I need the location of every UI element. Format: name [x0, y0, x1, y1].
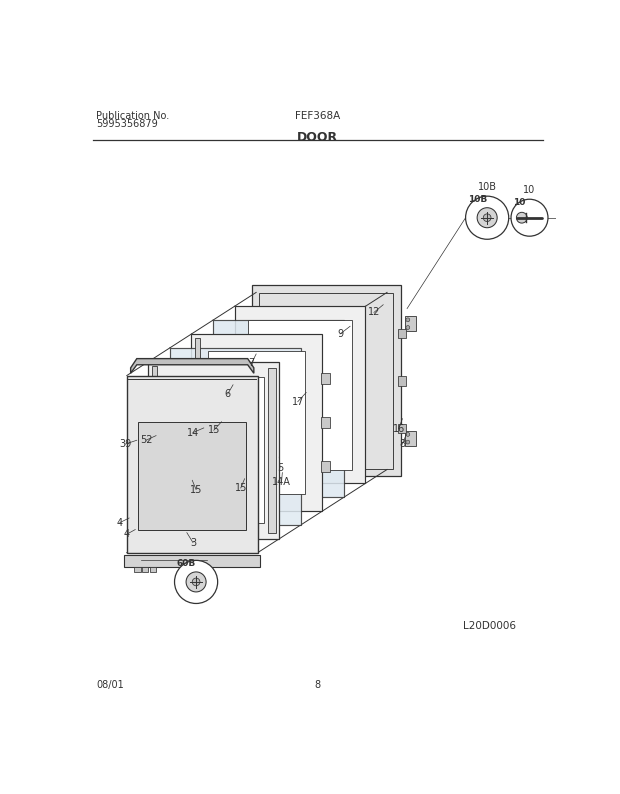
Polygon shape: [125, 555, 260, 567]
Polygon shape: [164, 377, 264, 523]
Text: 16: 16: [392, 424, 405, 434]
Text: 15: 15: [190, 484, 202, 495]
Text: 10B: 10B: [477, 182, 497, 192]
Polygon shape: [142, 567, 148, 572]
Polygon shape: [195, 337, 200, 507]
Text: 4: 4: [124, 529, 130, 539]
Polygon shape: [138, 422, 246, 530]
Polygon shape: [321, 417, 330, 428]
Polygon shape: [152, 365, 157, 535]
Text: DOOR: DOOR: [297, 132, 339, 145]
Polygon shape: [398, 329, 405, 337]
Text: 10: 10: [523, 185, 536, 195]
Text: FEF368A: FEF368A: [295, 110, 340, 121]
Text: 10B: 10B: [468, 195, 487, 203]
Text: L20D0006: L20D0006: [463, 621, 516, 631]
Polygon shape: [150, 567, 156, 572]
Polygon shape: [405, 316, 415, 331]
Circle shape: [466, 196, 508, 239]
Polygon shape: [148, 362, 279, 539]
Polygon shape: [126, 376, 258, 553]
Text: 10: 10: [513, 198, 525, 206]
Text: 14A: 14A: [272, 477, 291, 487]
Text: 12: 12: [368, 307, 380, 318]
Circle shape: [477, 208, 497, 228]
Polygon shape: [268, 368, 276, 533]
Polygon shape: [208, 351, 306, 494]
Text: 14: 14: [187, 427, 199, 437]
Text: 15: 15: [208, 426, 220, 435]
Polygon shape: [213, 320, 344, 497]
Text: 5: 5: [277, 463, 283, 473]
Text: 7: 7: [249, 358, 255, 368]
Text: 6: 6: [224, 389, 231, 399]
Circle shape: [406, 440, 410, 444]
Circle shape: [484, 214, 491, 222]
Polygon shape: [405, 430, 415, 446]
Circle shape: [186, 572, 206, 592]
Text: 4: 4: [117, 518, 123, 528]
Circle shape: [406, 433, 410, 437]
Text: 15: 15: [234, 483, 247, 493]
Text: Publication No.: Publication No.: [96, 110, 169, 121]
Polygon shape: [321, 461, 330, 472]
Text: 17: 17: [291, 397, 304, 407]
Polygon shape: [249, 320, 352, 469]
Circle shape: [192, 578, 200, 586]
Polygon shape: [252, 286, 401, 476]
Text: 3: 3: [190, 538, 196, 548]
Polygon shape: [135, 567, 141, 572]
Polygon shape: [170, 348, 301, 525]
Circle shape: [406, 326, 410, 330]
Circle shape: [175, 561, 218, 603]
Polygon shape: [192, 334, 322, 511]
Polygon shape: [398, 424, 405, 434]
Circle shape: [406, 318, 410, 322]
Text: 39: 39: [119, 439, 131, 449]
Text: 9: 9: [337, 329, 343, 339]
Polygon shape: [321, 373, 330, 384]
Text: 60B: 60B: [177, 559, 196, 568]
Polygon shape: [131, 359, 254, 373]
Text: 8: 8: [315, 680, 321, 690]
Text: 8: 8: [399, 439, 405, 449]
Text: 08/01: 08/01: [96, 680, 124, 690]
Circle shape: [511, 199, 548, 236]
Polygon shape: [234, 306, 365, 484]
Text: TheReplacementParts.com: TheReplacementParts.com: [235, 411, 385, 422]
Text: 5995356879: 5995356879: [96, 119, 157, 129]
Polygon shape: [398, 376, 405, 386]
Circle shape: [516, 212, 527, 223]
Text: 52: 52: [140, 435, 153, 445]
